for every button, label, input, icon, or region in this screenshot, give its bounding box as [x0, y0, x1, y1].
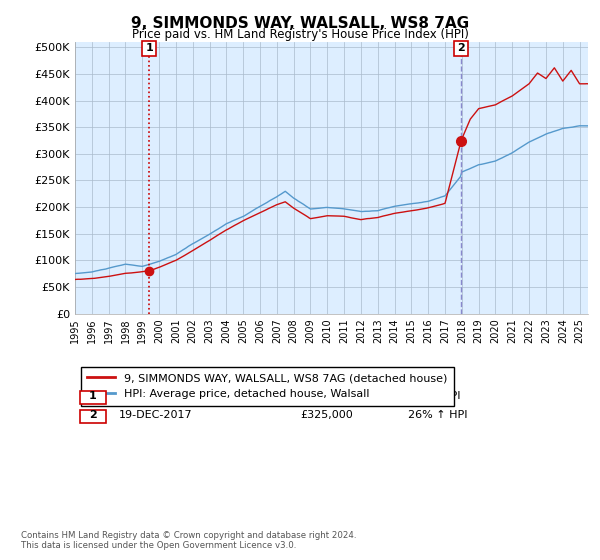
Text: 28-MAY-1999: 28-MAY-1999	[119, 391, 191, 402]
FancyBboxPatch shape	[80, 391, 106, 404]
Text: Contains HM Land Registry data © Crown copyright and database right 2024.
This d: Contains HM Land Registry data © Crown c…	[21, 530, 356, 550]
Text: 8% ↓ HPI: 8% ↓ HPI	[409, 391, 461, 402]
Legend: 9, SIMMONDS WAY, WALSALL, WS8 7AG (detached house), HPI: Average price, detached: 9, SIMMONDS WAY, WALSALL, WS8 7AG (detac…	[80, 367, 454, 405]
Bar	[142, 41, 156, 56]
Text: 1: 1	[89, 391, 97, 402]
Text: £80,000: £80,000	[301, 391, 346, 402]
Text: 2: 2	[89, 410, 97, 421]
FancyBboxPatch shape	[80, 410, 106, 423]
Text: Price paid vs. HM Land Registry's House Price Index (HPI): Price paid vs. HM Land Registry's House …	[131, 28, 469, 41]
Text: £325,000: £325,000	[301, 410, 353, 421]
Bar	[454, 41, 468, 56]
Text: 2: 2	[457, 43, 465, 53]
Text: 1: 1	[145, 43, 153, 53]
Text: 9, SIMMONDS WAY, WALSALL, WS8 7AG: 9, SIMMONDS WAY, WALSALL, WS8 7AG	[131, 16, 469, 31]
Text: 19-DEC-2017: 19-DEC-2017	[119, 410, 192, 421]
Text: 26% ↑ HPI: 26% ↑ HPI	[409, 410, 468, 421]
